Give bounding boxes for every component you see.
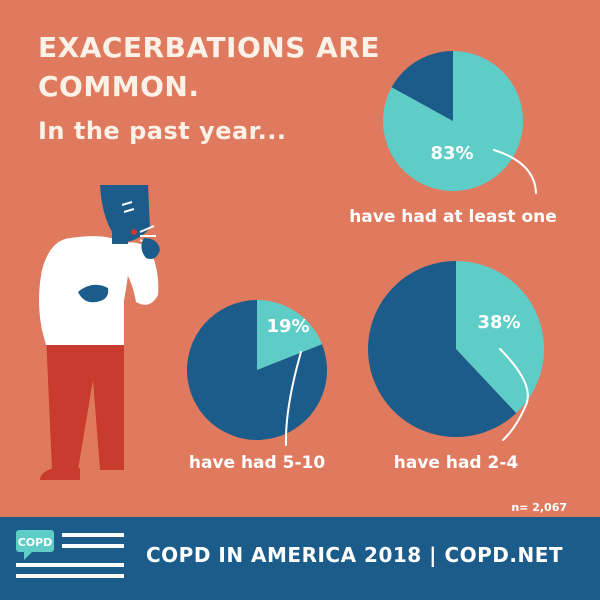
pointer-arrow (493, 149, 537, 194)
pie-slice-remainder (186, 300, 327, 440)
pie-value-label: 38% (477, 312, 520, 333)
title-line-2: COMMON. (38, 70, 200, 103)
pie-chart (186, 300, 327, 440)
pointer-arrow (284, 351, 302, 446)
pie-value-label: 19% (266, 316, 309, 337)
pie-slice-remainder (368, 261, 517, 438)
pie-value-label: 83% (430, 143, 473, 164)
title-line-1: EXACERBATIONS ARE (38, 31, 380, 64)
pie-caption: have had 2-4 (394, 453, 519, 473)
sample-size-label: n= 2,067 (511, 501, 567, 514)
pie-chart (383, 51, 524, 192)
pointer-arrow (499, 348, 529, 441)
copd-logo-text: COPD (18, 536, 53, 549)
page-title: EXACERBATIONS ARE COMMON. (38, 28, 380, 106)
pie-slice-remainder (391, 51, 453, 121)
pie-chart (368, 261, 545, 438)
pie-slice-highlight (257, 300, 323, 370)
pie-caption: have had 5-10 (189, 453, 325, 473)
pie-caption: have had at least one (349, 207, 557, 227)
footer: COPD COPD IN AMERICA 2018 | COPD.NET (0, 517, 600, 600)
copd-logo: COPD (16, 530, 124, 578)
subtitle: In the past year... (38, 117, 287, 145)
footer-text: COPD IN AMERICA 2018 | COPD.NET (146, 543, 564, 567)
coughing-person-icon (39, 185, 160, 480)
pie-slice-highlight (383, 51, 524, 192)
